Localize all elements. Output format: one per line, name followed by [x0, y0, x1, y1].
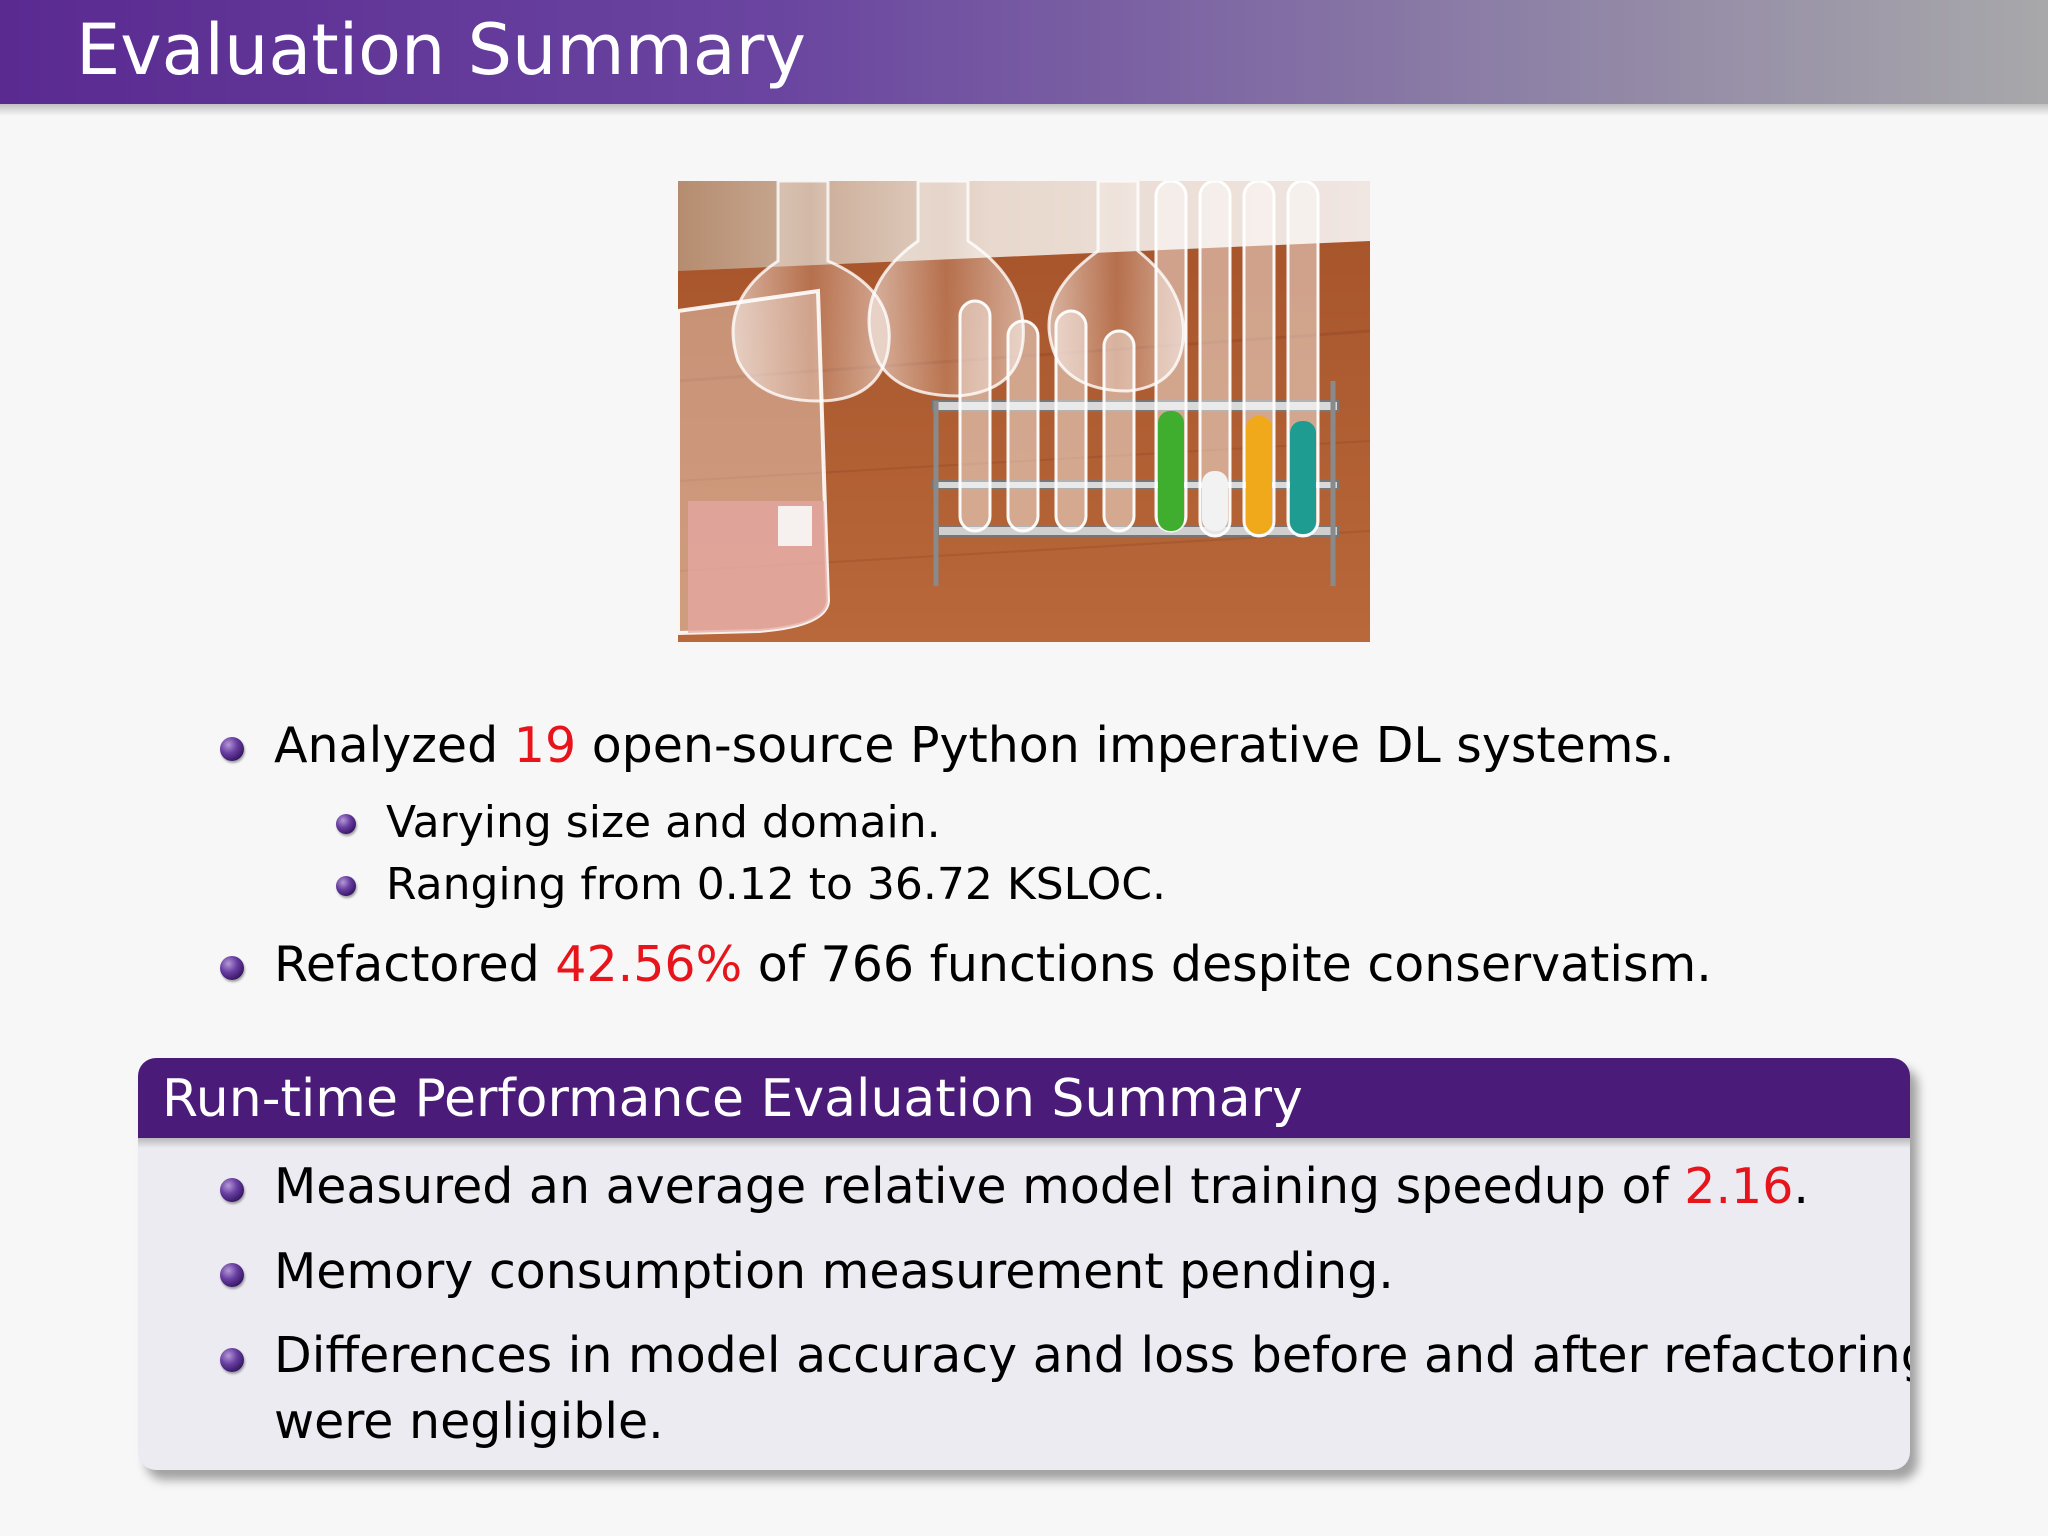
block-bullet-speedup: Measured an average relative model train…	[274, 1158, 1809, 1215]
block-title: Run-time Performance Evaluation Summary	[162, 1069, 1303, 1129]
block-header: Run-time Performance Evaluation Summary	[138, 1058, 1910, 1138]
bullet-marker	[220, 1348, 244, 1372]
title-bar-shadow	[0, 104, 2048, 116]
block-bullet-differences-line2: were negligible.	[274, 1393, 664, 1450]
bullet-marker	[220, 1263, 244, 1287]
bullet-marker	[220, 737, 244, 761]
bullet-marker	[220, 956, 244, 980]
title-bar: Evaluation Summary	[0, 0, 2048, 104]
bullet-analyzed: Analyzed 19 open-source Python imperativ…	[274, 717, 1675, 774]
sub-bullet-marker	[336, 814, 356, 834]
summary-block: Run-time Performance Evaluation Summary …	[138, 1058, 1910, 1470]
block-bullet-differences-line1: Differences in model accuracy and loss b…	[274, 1327, 1910, 1384]
laboratory-glassware-photo	[678, 181, 1370, 642]
sub-bullet-varying: Varying size and domain.	[386, 797, 941, 848]
block-header-shadow	[138, 1138, 1910, 1148]
sub-bullet-marker	[336, 876, 356, 896]
sub-bullet-ranging: Ranging from 0.12 to 36.72 KSLOC.	[386, 859, 1166, 910]
frame-title: Evaluation Summary	[76, 9, 806, 91]
block-bullet-memory: Memory consumption measurement pending.	[274, 1243, 1394, 1300]
bullet-marker	[220, 1178, 244, 1202]
bullet-refactored: Refactored 42.56% of 766 functions despi…	[274, 936, 1712, 993]
